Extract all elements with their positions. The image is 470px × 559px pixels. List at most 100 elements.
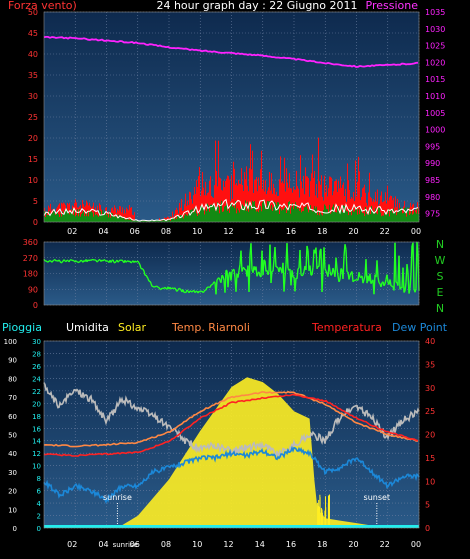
direction-segment bbox=[308, 251, 309, 271]
direction-segment bbox=[231, 272, 232, 281]
direction-tick-label: 0 bbox=[33, 301, 38, 310]
direction-segment bbox=[306, 246, 307, 270]
direction-segment bbox=[147, 277, 148, 279]
direction-segment bbox=[214, 282, 215, 283]
wind-x-tick-label: 06 bbox=[130, 227, 140, 236]
temp-x-tick-label: 20 bbox=[348, 540, 358, 549]
direction-segment bbox=[244, 268, 245, 270]
direction-segment bbox=[140, 265, 141, 269]
solar-tick-label: 16 bbox=[32, 425, 41, 433]
pressure-tick-label: 1005 bbox=[425, 109, 445, 118]
direction-tick-label: 90 bbox=[28, 285, 38, 294]
temp-tick-label: 10 bbox=[425, 477, 435, 486]
direction-compass-letter: S bbox=[437, 270, 444, 283]
direction-tick-label: 180 bbox=[23, 270, 38, 279]
direction-segment bbox=[340, 268, 341, 279]
temp-x-tick-label: 08 bbox=[161, 540, 171, 549]
direction-segment bbox=[307, 246, 308, 251]
pioggia-tick-label: 100 bbox=[4, 338, 17, 346]
solar-tick-label: 22 bbox=[32, 388, 41, 396]
direction-segment bbox=[203, 292, 204, 293]
pressure-tick-label: 990 bbox=[425, 159, 440, 168]
direction-segment bbox=[329, 264, 330, 271]
direction-segment bbox=[139, 263, 140, 265]
solar-tick-label: 28 bbox=[32, 350, 41, 358]
wind-axis-title: Forza vento) bbox=[8, 0, 77, 12]
direction-segment bbox=[337, 269, 338, 277]
direction-segment bbox=[370, 274, 371, 284]
direction-segment bbox=[98, 260, 99, 261]
direction-segment bbox=[404, 291, 405, 293]
direction-segment bbox=[136, 261, 137, 262]
direction-segment bbox=[316, 248, 317, 269]
direction-segment bbox=[187, 290, 188, 291]
solar-tick-label: 20 bbox=[32, 400, 41, 408]
direction-segment bbox=[295, 278, 296, 291]
wind-x-tick-label: 18 bbox=[317, 227, 327, 236]
wind-tick-label: 30 bbox=[28, 92, 38, 101]
temp-tick-label: 35 bbox=[425, 360, 435, 369]
direction-segment bbox=[325, 269, 326, 271]
direction-segment bbox=[273, 260, 274, 272]
direction-segment bbox=[222, 275, 223, 276]
direction-segment bbox=[259, 272, 260, 276]
direction-segment bbox=[292, 270, 293, 277]
direction-segment bbox=[352, 271, 353, 281]
direction-segment bbox=[131, 262, 132, 263]
pioggia-tick-label: 0 bbox=[13, 525, 17, 533]
direction-segment bbox=[310, 266, 311, 276]
direction-segment bbox=[264, 260, 265, 261]
wind-x-tick-label: 08 bbox=[161, 227, 171, 236]
direction-segment bbox=[263, 260, 264, 275]
wind-x-tick-label: 16 bbox=[286, 227, 296, 236]
direction-segment bbox=[395, 243, 396, 283]
direction-segment bbox=[122, 260, 123, 261]
direction-segment bbox=[204, 290, 205, 292]
solar-tick-label: 0 bbox=[37, 525, 41, 533]
direction-segment bbox=[175, 288, 176, 290]
wind-tick-label: 25 bbox=[28, 113, 38, 122]
direction-segment bbox=[221, 275, 222, 283]
temp-tick-label: 5 bbox=[425, 501, 430, 510]
pioggia-tick-label: 10 bbox=[8, 506, 17, 514]
direction-segment bbox=[189, 291, 190, 293]
direction-segment bbox=[52, 261, 53, 262]
solar-tick-label: 26 bbox=[32, 363, 41, 371]
direction-segment bbox=[53, 260, 54, 261]
pressure-axis-title: Pressione bbox=[366, 0, 419, 12]
pioggia-tick-label: 60 bbox=[8, 413, 17, 421]
direction-segment bbox=[313, 250, 314, 268]
direction-segment bbox=[390, 279, 391, 285]
solar-tick-label: 18 bbox=[32, 413, 41, 421]
direction-compass-letter: E bbox=[437, 286, 444, 299]
direction-segment bbox=[228, 274, 229, 287]
direction-segment bbox=[384, 284, 385, 286]
wind-tick-label: 15 bbox=[28, 155, 38, 164]
direction-segment bbox=[126, 261, 127, 262]
direction-segment bbox=[339, 279, 340, 282]
direction-segment bbox=[405, 283, 406, 291]
direction-segment bbox=[60, 261, 61, 262]
direction-segment bbox=[410, 274, 411, 289]
direction-segment bbox=[403, 268, 404, 293]
direction-segment bbox=[298, 268, 299, 269]
direction-segment bbox=[232, 270, 233, 272]
direction-segment bbox=[378, 277, 379, 283]
wind-tick-label: 35 bbox=[28, 71, 38, 80]
wind-x-tick-label: 02 bbox=[67, 227, 77, 236]
direction-segment bbox=[234, 269, 235, 277]
direction-segment bbox=[385, 280, 386, 284]
direction-compass-letter: N bbox=[436, 302, 444, 315]
direction-tick-label: 360 bbox=[23, 238, 38, 247]
direction-segment bbox=[55, 260, 56, 262]
temp-tick-label: 30 bbox=[425, 384, 435, 393]
wind-x-tick-label: 00 bbox=[411, 227, 421, 236]
direction-segment bbox=[336, 258, 337, 269]
direction-segment bbox=[371, 282, 372, 284]
temp-x-tick-label: 12 bbox=[223, 540, 233, 549]
pressure-tick-label: 1000 bbox=[425, 126, 445, 135]
direction-segment bbox=[210, 285, 211, 288]
direction-segment bbox=[59, 260, 60, 261]
direction-segment bbox=[312, 267, 313, 275]
wind-tick-label: 0 bbox=[33, 218, 38, 227]
